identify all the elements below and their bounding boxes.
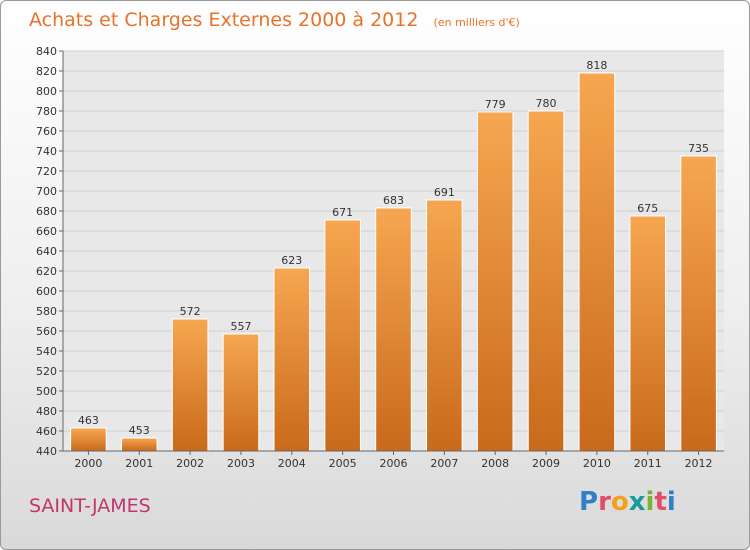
bar-2010 (578, 72, 616, 452)
y-axis: 440 460 480 500 520 540 560 580 600 620 640 660 680 7… (36, 45, 64, 458)
y-tick-label-520: 520 (36, 365, 57, 378)
x-tick-label-2010: 2010 (583, 457, 611, 470)
bar-2008 (476, 111, 514, 452)
y-tick-label-840: 840 (36, 45, 57, 58)
y-tick-label-660: 660 (36, 225, 57, 238)
value-label-2011: 675 (637, 202, 658, 215)
logo-letter: t (654, 487, 667, 517)
value-label-2008: 779 (485, 98, 506, 111)
bar-2002 (171, 318, 209, 452)
commune-name: SAINT-JAMES (29, 495, 151, 517)
y-tick-label-720: 720 (36, 165, 57, 178)
bar-2011 (629, 215, 667, 452)
y-tick-label-820: 820 (36, 65, 57, 78)
x-tick-label-2005: 2005 (329, 457, 357, 470)
value-label-2010: 818 (586, 59, 607, 72)
y-tick-label-780: 780 (36, 105, 57, 118)
value-label-2000: 463 (78, 414, 99, 427)
chart-title: Achats et Charges Externes 2000 à 2012 (29, 9, 419, 31)
y-tick-label-540: 540 (36, 345, 57, 358)
logo-letter: i (666, 487, 676, 517)
x-tick-label-2009: 2009 (532, 457, 560, 470)
x-tick-label-2003: 2003 (227, 457, 255, 470)
bar-2003 (222, 333, 260, 452)
x-tick-label-2002: 2002 (176, 457, 204, 470)
y-tick-label-580: 580 (36, 305, 57, 318)
value-label-2004: 623 (281, 254, 302, 267)
y-tick-label-460: 460 (36, 425, 57, 438)
logo-letter: i (645, 487, 655, 517)
bar-2009 (527, 110, 565, 452)
value-label-2012: 735 (688, 142, 709, 155)
x-tick-label-2012: 2012 (685, 457, 713, 470)
bar-2006 (375, 207, 412, 452)
logo-letter: o (610, 487, 629, 517)
bar-2000 (70, 427, 107, 452)
x-tick-label-2008: 2008 (481, 457, 509, 470)
y-tick-label-700: 700 (36, 185, 57, 198)
y-tick-label-480: 480 (36, 405, 57, 418)
bar-2005 (324, 219, 361, 452)
bars: 463 453 572 557 623 671 683 691 779 780 818 675 735 (70, 59, 717, 452)
x-tick-label-2000: 2000 (74, 457, 102, 470)
logo-letter: r (598, 487, 611, 517)
y-tick-label-640: 640 (36, 245, 57, 258)
bar-2012 (680, 155, 717, 452)
bar-2001 (120, 437, 158, 452)
value-label-2002: 572 (180, 305, 201, 318)
y-tick-label-760: 760 (36, 125, 57, 138)
y-tick-label-800: 800 (36, 85, 57, 98)
title-row: Achats et Charges Externes 2000 à 2012 (… (29, 9, 520, 31)
y-tick-label-560: 560 (36, 325, 57, 338)
x-axis: 2000 2001 2002 2003 2004 2005 2006 2007 2008 2009… (63, 450, 724, 470)
bar-2004 (273, 267, 311, 452)
value-label-2006: 683 (383, 194, 404, 207)
y-tick-label-620: 620 (36, 265, 57, 278)
y-tick-label-600: 600 (36, 285, 57, 298)
proxiti-logo: Proxiti (579, 487, 676, 517)
value-label-2003: 557 (230, 320, 251, 333)
logo-letter: x (628, 487, 646, 517)
y-tick-label-440: 440 (36, 445, 57, 458)
x-tick-label-2007: 2007 (430, 457, 458, 470)
x-tick-label-2001: 2001 (125, 457, 153, 470)
y-tick-label-500: 500 (36, 385, 57, 398)
value-label-2009: 780 (536, 97, 557, 110)
x-tick-label-2011: 2011 (634, 457, 662, 470)
value-label-2001: 453 (129, 424, 150, 437)
x-tick-label-2004: 2004 (278, 457, 306, 470)
y-tick-label-680: 680 (36, 205, 57, 218)
chart-subtitle: (en milliers d'€) (433, 16, 520, 29)
value-label-2007: 691 (434, 186, 455, 199)
bar-2007 (426, 199, 463, 452)
logo-letter: P (579, 487, 599, 517)
value-label-2005: 671 (332, 206, 353, 219)
x-tick-label-2006: 2006 (380, 457, 408, 470)
y-tick-label-740: 740 (36, 145, 57, 158)
